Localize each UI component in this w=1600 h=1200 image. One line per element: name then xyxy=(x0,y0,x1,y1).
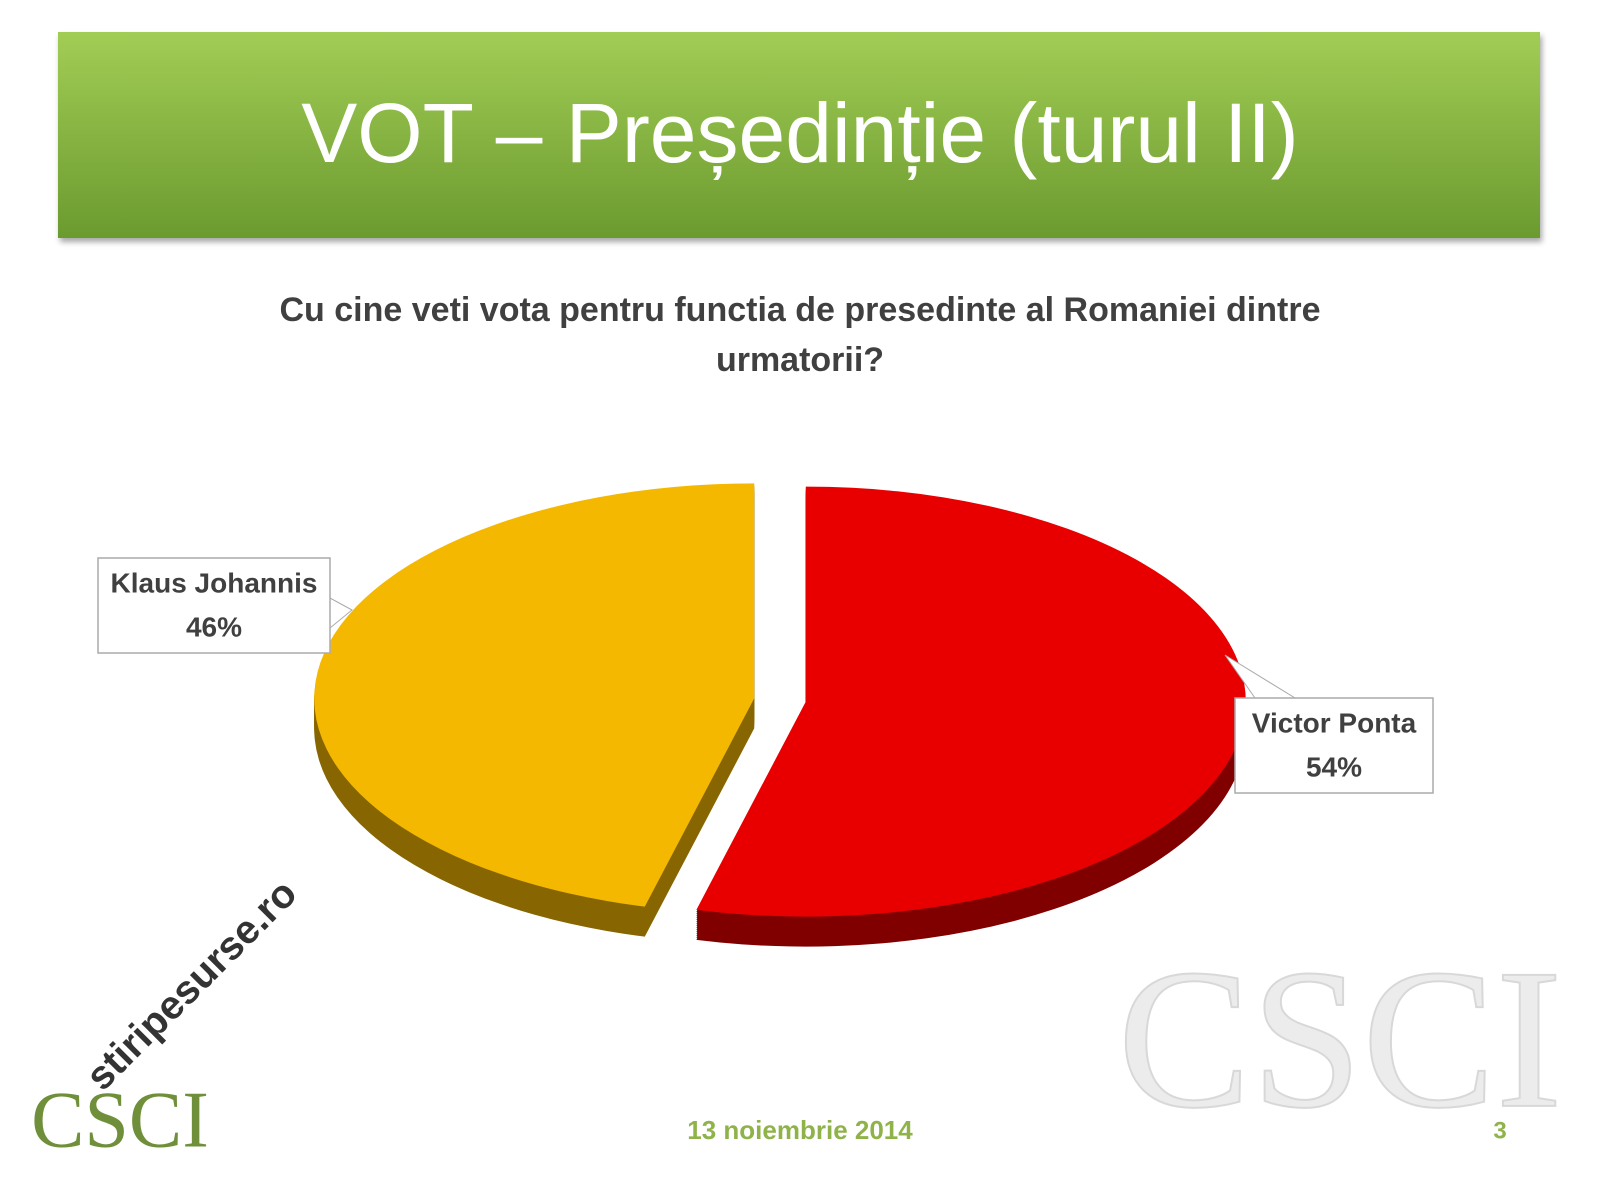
logo-large: CSCI xyxy=(1118,929,1563,1150)
slice xyxy=(314,483,755,907)
page-number: 3 xyxy=(1493,1117,1506,1144)
logo-small: CSCI xyxy=(31,1076,209,1164)
title-bar xyxy=(58,32,1540,238)
subtitle-box: Cu cine veti vota pentru functia de pres… xyxy=(279,291,1321,379)
footer-date: 13 noiembrie 2014 xyxy=(687,1115,913,1145)
chart-title: VOT – Președinție (turul II) xyxy=(301,86,1299,180)
pie xyxy=(314,483,1246,947)
chart-subtitle: Cu cine veti vota pentru functia de pres… xyxy=(279,291,1321,379)
value-label: 54% xyxy=(1306,751,1362,782)
value-label: 46% xyxy=(186,611,242,642)
category-label: Victor Ponta xyxy=(1252,707,1417,738)
watermark: stiripesurse.ro xyxy=(78,871,306,1099)
category-label: Klaus Johannis xyxy=(111,567,318,598)
label-box xyxy=(97,557,331,654)
label-box xyxy=(1234,697,1434,794)
slice xyxy=(696,486,1246,917)
